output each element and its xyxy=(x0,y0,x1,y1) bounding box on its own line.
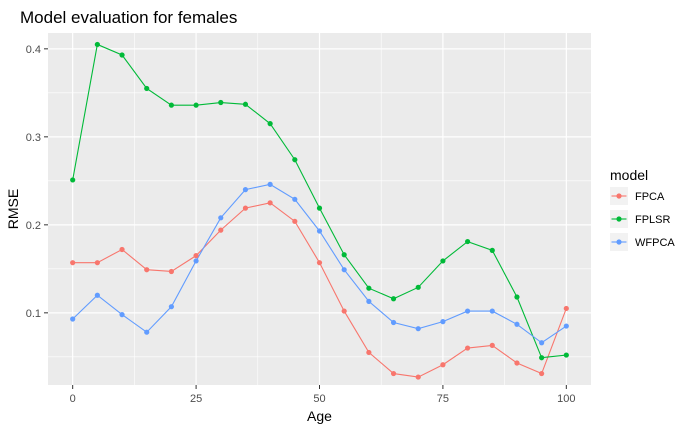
data-point-fpca xyxy=(242,205,249,211)
legend: model FPCA FPLSR WFPCA xyxy=(610,167,675,251)
data-point-fpca xyxy=(316,260,323,266)
data-point-fpca xyxy=(539,370,545,377)
data-point-fpca xyxy=(193,253,199,259)
legend-label-fpca: FPCA xyxy=(635,191,665,203)
data-point-fplsr xyxy=(539,355,545,361)
series-points xyxy=(70,41,569,380)
data-point-fpca xyxy=(415,374,421,380)
data-point-wfpca xyxy=(489,308,495,314)
chart-title: Model evaluation for females xyxy=(20,8,237,27)
data-point-wfpca xyxy=(341,267,347,273)
data-point-wfpca xyxy=(119,312,125,318)
legend-key-point xyxy=(616,193,622,199)
data-point-fplsr xyxy=(415,284,421,290)
data-point-fplsr xyxy=(292,157,298,163)
data-point-fplsr xyxy=(489,247,495,253)
data-point-fplsr xyxy=(390,296,397,302)
data-point-fpca xyxy=(440,362,446,368)
data-point-fpca xyxy=(464,345,471,351)
data-point-fplsr xyxy=(440,258,446,264)
data-point-wfpca xyxy=(316,228,323,234)
data-point-fplsr xyxy=(242,101,249,107)
data-point-wfpca xyxy=(464,308,471,314)
data-point-wfpca xyxy=(539,340,545,346)
data-point-fplsr xyxy=(514,294,520,300)
data-point-fpca xyxy=(514,360,520,366)
data-point-fplsr xyxy=(94,41,100,48)
data-point-wfpca xyxy=(267,181,273,187)
data-point-wfpca xyxy=(415,326,421,332)
data-point-wfpca xyxy=(514,321,520,327)
data-point-fpca xyxy=(292,218,298,224)
data-point-fplsr xyxy=(144,85,150,92)
legend-label-fplsr: FPLSR xyxy=(635,214,671,226)
data-point-wfpca xyxy=(440,319,446,325)
data-point-wfpca xyxy=(70,316,76,322)
data-point-fplsr xyxy=(70,177,76,183)
x-tick-label: 100 xyxy=(557,393,575,405)
data-point-wfpca xyxy=(366,298,372,304)
data-point-fpca xyxy=(119,246,125,253)
data-point-wfpca xyxy=(242,187,249,193)
data-point-fpca xyxy=(366,349,372,356)
x-tick-label: 0 xyxy=(70,393,76,405)
data-point-wfpca xyxy=(193,258,199,264)
data-point-wfpca xyxy=(218,215,224,221)
x-tick-label: 75 xyxy=(437,393,449,405)
data-point-fplsr xyxy=(168,102,175,108)
x-tick-label: 50 xyxy=(313,393,325,405)
data-point-fpca xyxy=(168,268,175,275)
data-point-wfpca xyxy=(292,196,298,202)
data-point-fpca xyxy=(144,267,150,273)
data-point-fplsr xyxy=(218,99,224,106)
data-point-fpca xyxy=(218,227,224,233)
data-point-fplsr xyxy=(366,285,372,291)
y-axis: 0.1 0.2 0.3 0.4 xyxy=(26,44,48,320)
data-point-fpca xyxy=(563,305,569,312)
data-point-wfpca xyxy=(168,304,175,310)
y-tick-label: 0.4 xyxy=(26,44,41,56)
legend-title: model xyxy=(610,167,648,183)
data-point-fplsr xyxy=(563,352,569,358)
legend-key-fpca xyxy=(610,187,628,205)
y-tick-label: 0.3 xyxy=(26,132,41,144)
data-point-wfpca xyxy=(144,329,150,335)
y-tick-label: 0.1 xyxy=(26,308,41,320)
legend-key-point xyxy=(616,216,622,222)
x-axis-title: Age xyxy=(307,408,332,424)
data-point-fplsr xyxy=(193,102,199,108)
legend-key-point xyxy=(616,239,622,245)
y-tick-label: 0.2 xyxy=(26,220,41,232)
data-point-fplsr xyxy=(316,205,323,211)
data-point-fplsr xyxy=(464,238,471,245)
data-point-fplsr xyxy=(341,252,347,258)
data-point-wfpca xyxy=(390,319,397,326)
legend-key-wfpca xyxy=(610,233,628,251)
x-tick-label: 25 xyxy=(190,393,202,405)
data-point-fpca xyxy=(70,260,76,266)
data-point-fpca xyxy=(94,260,100,266)
data-point-fpca xyxy=(489,342,495,348)
data-point-fpca xyxy=(341,308,347,314)
data-point-wfpca xyxy=(94,292,100,298)
data-point-fplsr xyxy=(119,52,125,58)
data-point-fpca xyxy=(390,370,397,377)
legend-key-fplsr xyxy=(610,210,628,228)
y-axis-title: RMSE xyxy=(5,189,21,229)
data-point-wfpca xyxy=(563,323,569,329)
data-point-fplsr xyxy=(267,121,273,127)
x-axis: 0 25 50 75 100 xyxy=(70,385,575,405)
data-point-fpca xyxy=(267,200,273,206)
legend-label-wfpca: WFPCA xyxy=(635,237,675,249)
